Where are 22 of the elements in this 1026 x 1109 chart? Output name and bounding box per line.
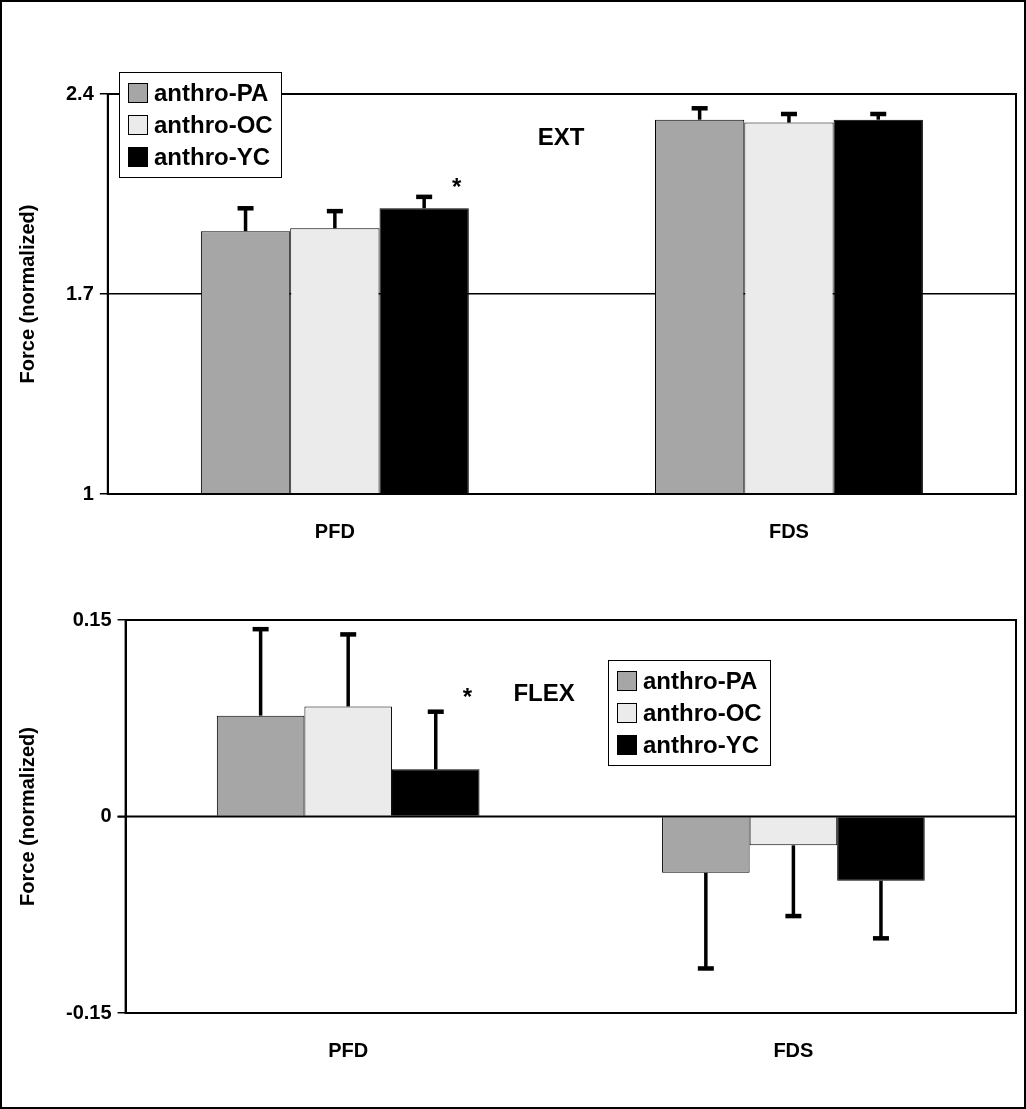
x-tick-label: FDS — [768, 519, 809, 542]
annotation: EXT — [537, 122, 585, 150]
legend-label: anthro-YC — [643, 731, 759, 759]
y-tick-label: 0 — [100, 804, 112, 827]
annotation: * — [451, 172, 462, 200]
y-tick-label: 1.7 — [65, 281, 94, 304]
x-tick-label: PFD — [328, 1038, 369, 1061]
legend-label: anthro-OC — [154, 111, 273, 139]
legend-label: anthro-YC — [154, 143, 270, 171]
annotation: * — [462, 683, 473, 711]
y-tick-label: -0.15 — [65, 1000, 112, 1023]
y-tick-label: 2.4 — [65, 81, 95, 104]
y-tick-label: 0.15 — [72, 607, 112, 630]
x-tick-label: FDS — [773, 1038, 814, 1061]
legend-label: anthro-OC — [643, 699, 762, 727]
legend-label: anthro-PA — [643, 667, 758, 695]
annotation: FLEX — [513, 679, 575, 707]
legend-label: anthro-PA — [154, 79, 269, 107]
y-tick-label: 1 — [82, 481, 94, 504]
y-axis-title: Force (normalized) — [15, 204, 38, 384]
y-axis-title: Force (normalized) — [15, 727, 38, 906]
x-tick-label: PFD — [314, 519, 355, 542]
